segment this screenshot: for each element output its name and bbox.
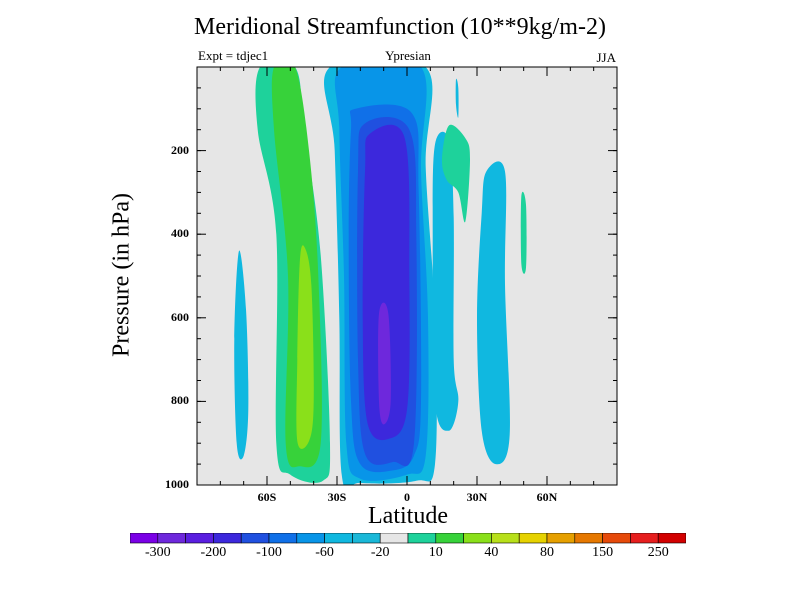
colorbar-swatch <box>435 533 464 544</box>
colorbar-label: 80 <box>540 545 554 560</box>
colorbar-label: 250 <box>647 545 669 560</box>
colorbar-label: -20 <box>370 545 390 560</box>
contour-nh-thin-blob <box>455 78 459 118</box>
y-tick-label: 600 <box>171 309 189 324</box>
colorbar-swatch <box>296 533 325 544</box>
contour-nh-positive-blob <box>441 124 470 223</box>
contour-sh-polar-cell <box>234 250 249 460</box>
y-tick-label: 400 <box>171 226 189 241</box>
colorbar-swatch <box>574 533 603 544</box>
contour-nh-cell-20-b <box>477 161 510 465</box>
colorbar-swatch <box>130 533 159 544</box>
y-tick-label: 200 <box>171 142 189 157</box>
y-tick-label: 800 <box>171 393 189 408</box>
colorbar-swatch <box>602 533 631 544</box>
colorbar-swatch <box>546 533 576 544</box>
x-tick-label: 0 <box>404 490 410 504</box>
x-tick-label: 60S <box>257 490 277 504</box>
x-tick-label: 30S <box>327 490 347 504</box>
colorbar-swatch <box>657 533 686 544</box>
colorbar-swatch <box>407 533 437 544</box>
colorbar-swatch <box>491 533 520 544</box>
colorbar-label: -200 <box>200 545 227 560</box>
colorbar-swatch <box>463 533 492 544</box>
colorbar-swatch <box>185 533 214 544</box>
colorbar-swatch <box>352 533 381 544</box>
contour-tropical-cell-200 <box>362 124 410 441</box>
colorbar-swatch <box>630 533 659 544</box>
contour-nh-small-blob <box>520 191 527 274</box>
chart-title: Meridional Streamfunction (10**9kg/m-2) <box>194 14 606 40</box>
contour-sh-cell-80 <box>296 245 314 449</box>
experiment-label: Expt = tdjec1 <box>198 48 269 63</box>
colorbar-label: -60 <box>315 545 334 560</box>
colorbar-swatch <box>157 533 186 544</box>
contour-tropical-cell-250 <box>378 302 391 425</box>
y-tick-label: 1000 <box>165 477 189 491</box>
x-axis-label: Latitude <box>368 503 448 529</box>
colorbar-label: 150 <box>592 545 614 560</box>
x-tick-label: 60N <box>536 490 558 504</box>
season-label: JJA <box>596 50 616 65</box>
colorbar-swatch <box>518 533 548 544</box>
colorbar-swatch <box>379 533 409 544</box>
period-label: Ypresian <box>385 48 431 63</box>
colorbar <box>130 533 686 544</box>
colorbar-swatch <box>240 533 270 544</box>
colorbar-label: -100 <box>256 545 282 560</box>
colorbar-swatch <box>213 533 242 544</box>
colorbar-swatch <box>268 533 298 544</box>
y-axis-label: Pressure (in hPa) <box>108 193 135 357</box>
colorbar-swatch <box>324 533 353 544</box>
colorbar-label: 10 <box>428 545 443 560</box>
colorbar-label: -300 <box>144 545 171 560</box>
contour-regions <box>234 67 527 485</box>
contour-nh-cell-20-a <box>432 131 459 431</box>
colorbar-label: 40 <box>484 545 499 560</box>
x-tick-label: 30N <box>466 490 488 504</box>
